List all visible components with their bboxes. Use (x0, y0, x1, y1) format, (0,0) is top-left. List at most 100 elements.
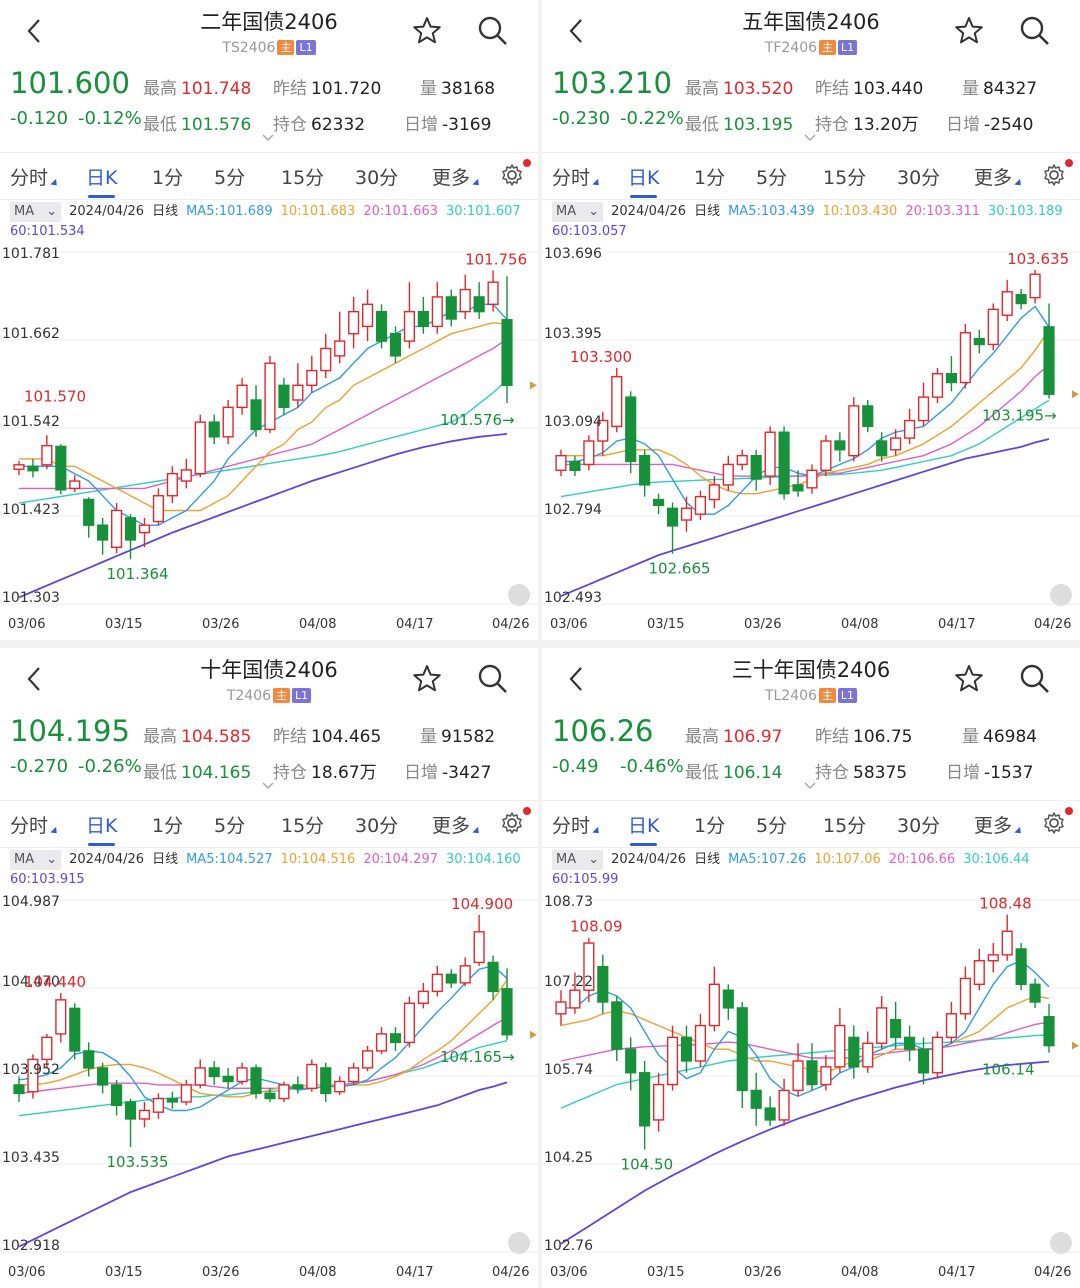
tab-30min[interactable]: 30分 (897, 167, 941, 189)
candle-body (292, 1084, 304, 1090)
y-tick-label: 103.435 (2, 1150, 60, 1166)
tab-daily-k[interactable]: 日K (628, 811, 659, 846)
tab-5min[interactable]: 5分 (214, 815, 246, 837)
search-icon[interactable] (1018, 662, 1052, 696)
gear-icon[interactable] (1042, 811, 1066, 835)
candle-body (69, 1007, 81, 1052)
tab-5min[interactable]: 5分 (756, 815, 788, 837)
tab-intraday[interactable]: 分时 (10, 163, 60, 190)
price-change: -0.120 (10, 108, 69, 129)
gear-icon[interactable] (1042, 163, 1066, 187)
y-tick-label: 102.794 (544, 502, 602, 518)
contract-code: T2406 主 L1 (0, 688, 538, 704)
expand-chevron-icon[interactable] (262, 782, 274, 790)
expand-chevron-icon[interactable] (804, 134, 816, 142)
kline-chart[interactable]: 108.73 107.22 105.74 104.25 102.76 03/06 03/15… (542, 888, 1080, 1288)
gear-icon[interactable] (500, 811, 524, 835)
tab-1min[interactable]: 1分 (694, 167, 726, 189)
y-tick-label: 103.696 (544, 246, 602, 262)
ma-selector[interactable]: MA ⌄ (552, 850, 604, 870)
tab-1min[interactable]: 1分 (152, 167, 184, 189)
tab-15min[interactable]: 15分 (281, 167, 325, 189)
star-icon[interactable] (952, 662, 986, 696)
kline-chart[interactable]: 103.696 103.395 103.094 102.794 102.493 03/06… (542, 240, 1080, 640)
candle-body (152, 1097, 164, 1113)
tab-daily-k[interactable]: 日K (628, 163, 659, 198)
search-icon[interactable] (476, 662, 510, 696)
candle-body (487, 961, 499, 993)
candle-body (597, 419, 609, 442)
tab-daily-k[interactable]: 日K (86, 163, 117, 198)
open-interest-value: 18.67万 (311, 763, 377, 783)
back-arrow-icon[interactable] (20, 664, 50, 694)
ma20-value: 20:104.297 (363, 852, 438, 867)
tab-more[interactable]: 更多 (432, 811, 482, 838)
candle-body (97, 524, 109, 541)
ma30-value: 30:103.189 (988, 204, 1063, 219)
search-icon[interactable] (1018, 14, 1052, 48)
expand-chevron-icon[interactable] (262, 134, 274, 142)
kline-chart[interactable]: 101.781 101.662 101.542 101.423 101.303 03/06… (0, 240, 538, 640)
star-icon[interactable] (410, 14, 444, 48)
tab-intraday[interactable]: 分时 (552, 163, 602, 190)
expand-chevron-icon[interactable] (804, 782, 816, 790)
back-arrow-icon[interactable] (20, 16, 50, 46)
volume-field: 量 46984 (962, 722, 1037, 747)
search-icon[interactable] (476, 14, 510, 48)
y-tick-label: 102.918 (2, 1238, 60, 1254)
tab-30min[interactable]: 30分 (355, 815, 399, 837)
tab-more[interactable]: 更多 (974, 811, 1024, 838)
volume-value: 38168 (441, 79, 496, 99)
back-arrow-icon[interactable] (562, 664, 592, 694)
ma-selector[interactable]: MA ⌄ (10, 202, 62, 222)
fullscreen-button[interactable] (1050, 584, 1072, 606)
ma60-line (18, 1081, 508, 1248)
contract-title: 五年国债2406 (742, 10, 880, 34)
tab-intraday[interactable]: 分时 (552, 811, 602, 838)
tab-15min[interactable]: 15分 (823, 815, 867, 837)
daily-change-field: 日增 -3427 (404, 758, 491, 783)
tab-more[interactable]: 更多 (974, 163, 1024, 190)
prev-settle-value: 106.75 (853, 727, 913, 747)
gear-icon[interactable] (500, 163, 524, 187)
fullscreen-button[interactable] (508, 1232, 530, 1254)
back-arrow-icon[interactable] (562, 16, 592, 46)
volume-label: 量 (962, 79, 979, 99)
price-change-pct: -0.12% (78, 108, 142, 129)
ma10-value: 10:104.516 (280, 852, 356, 867)
y-tick-label: 103.395 (544, 326, 602, 342)
tab-5min[interactable]: 5分 (756, 167, 788, 189)
tab-1min[interactable]: 1分 (694, 815, 726, 837)
candle-body (1029, 273, 1041, 299)
kline-chart[interactable]: 104.987 104.470 103.952 103.435 102.918 03/06… (0, 888, 538, 1288)
tab-intraday[interactable]: 分时 (10, 811, 60, 838)
tab-30min[interactable]: 30分 (897, 815, 941, 837)
ma-legend: MA ⌄ 2024/04/26 日线 MA5:101.689 10:101.683 20:… (10, 202, 538, 242)
tab-5min[interactable]: 5分 (214, 167, 246, 189)
candle-body (680, 1036, 693, 1062)
candle-body (278, 1084, 290, 1100)
star-icon[interactable] (952, 14, 986, 48)
ma-selector[interactable]: MA ⌄ (552, 202, 604, 222)
fullscreen-button[interactable] (508, 584, 530, 606)
high-field: 最高 104.585 (143, 722, 251, 747)
candle-body (792, 484, 804, 492)
ma-selector[interactable]: MA ⌄ (10, 850, 62, 870)
ma60-line (18, 433, 508, 599)
tab-more[interactable]: 更多 (432, 163, 482, 190)
tab-15min[interactable]: 15分 (823, 167, 867, 189)
local-high-annotation: 101.570 (24, 387, 86, 405)
code-text: T2406 (226, 688, 272, 704)
high-value: 101.748 (181, 79, 252, 99)
tab-daily-k[interactable]: 日K (86, 811, 117, 846)
tab-30min[interactable]: 30分 (355, 167, 399, 189)
high-label: 最高 (685, 79, 719, 99)
fullscreen-button[interactable] (1050, 1232, 1072, 1254)
candle-body (320, 1067, 332, 1095)
candle-body (459, 965, 471, 984)
star-icon[interactable] (410, 662, 444, 696)
tab-label: 分时 (10, 815, 49, 837)
candle-body (653, 498, 665, 507)
tab-15min[interactable]: 15分 (281, 815, 325, 837)
tab-1min[interactable]: 1分 (152, 815, 184, 837)
